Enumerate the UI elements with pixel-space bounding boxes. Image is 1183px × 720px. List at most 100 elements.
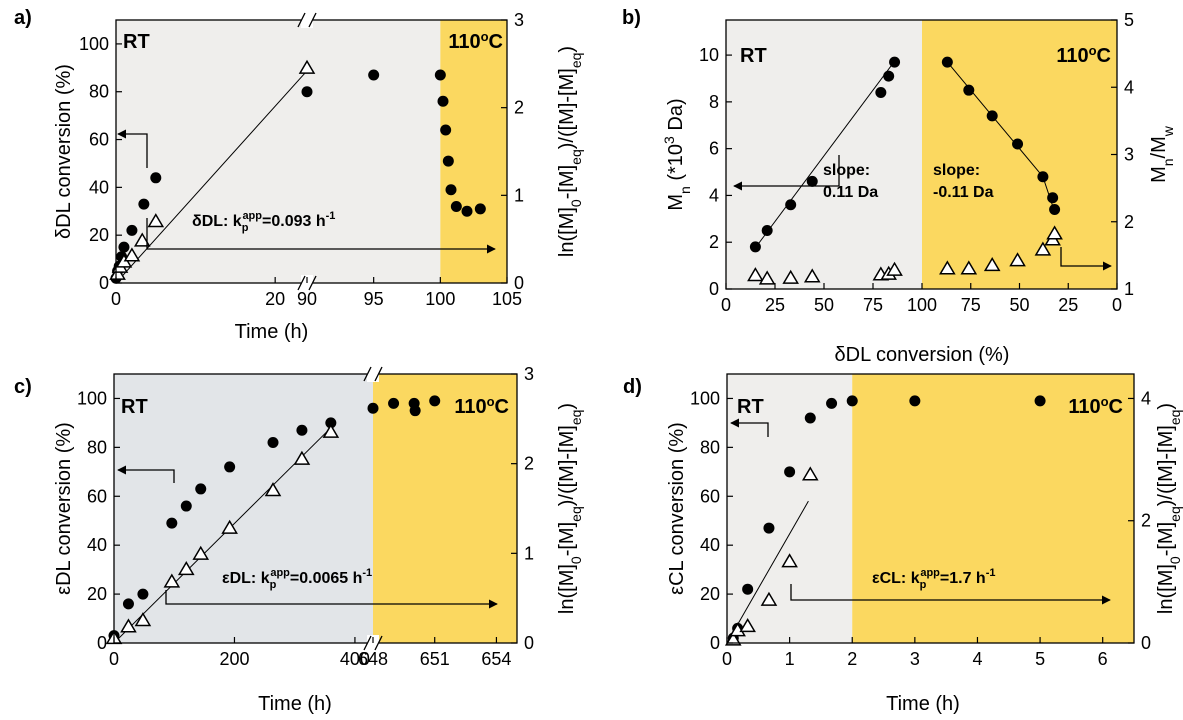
temperature-label: 110oC xyxy=(1068,394,1123,419)
data-point xyxy=(986,110,998,122)
y-tick-label: 100 xyxy=(690,388,720,408)
data-point xyxy=(123,247,141,262)
data-point xyxy=(826,397,838,409)
left-axis-arrow xyxy=(733,155,840,191)
y2-tick-label: 3 xyxy=(524,364,534,384)
y-tick-label: 100 xyxy=(77,388,107,408)
data-point xyxy=(782,269,799,284)
data-point xyxy=(889,56,901,68)
x-axis-label: δDL conversion (%) xyxy=(835,344,1010,366)
x-tick-label: 75 xyxy=(863,295,883,315)
data-point xyxy=(166,517,178,529)
data-point xyxy=(758,270,776,285)
y-axis-label: Mn (*103 Da) xyxy=(661,98,693,210)
data-point xyxy=(760,591,778,606)
data-point xyxy=(875,87,887,99)
data-point xyxy=(177,560,195,576)
y-tick-label: 6 xyxy=(709,139,719,159)
x-tick-label: 3 xyxy=(910,649,920,669)
y-tick-label: 40 xyxy=(700,535,720,555)
x-tick-label: 25 xyxy=(765,295,785,315)
data-point xyxy=(434,69,446,81)
data-point xyxy=(445,184,457,196)
high-temp-region xyxy=(373,374,517,643)
x-tick-label: 5 xyxy=(1035,649,1045,669)
y2-tick-label: 1 xyxy=(1124,279,1134,299)
data-point xyxy=(137,588,149,600)
y-tick-label: 60 xyxy=(89,130,109,150)
temperature-label: 110oC xyxy=(1056,43,1111,68)
x-tick-label: 2 xyxy=(847,649,857,669)
axis-break-mark xyxy=(374,635,383,651)
data-point xyxy=(742,583,754,595)
rt-label: RT xyxy=(740,45,767,67)
y-tick-label: 0 xyxy=(710,633,720,653)
data-point xyxy=(367,402,379,414)
data-point xyxy=(442,155,454,167)
data-point xyxy=(846,395,858,407)
data-point xyxy=(803,268,821,283)
x-tick-label: 105 xyxy=(492,289,522,309)
y-tick-label: 0 xyxy=(97,633,107,653)
right-axis-arrow xyxy=(790,584,1111,605)
y-tick-label: 2 xyxy=(709,232,719,252)
panel-label: d) xyxy=(623,376,642,398)
data-point xyxy=(1047,192,1059,204)
high-temp-region xyxy=(852,374,1134,643)
data-point xyxy=(909,395,921,407)
x-tick-label: 100 xyxy=(907,295,937,315)
x-tick-label: 100 xyxy=(425,289,455,309)
x-tick-label: 0 xyxy=(722,649,732,669)
y2-tick-label: 4 xyxy=(1141,388,1151,408)
data-point xyxy=(118,241,130,253)
data-point xyxy=(763,522,775,534)
data-point xyxy=(749,241,761,253)
x-tick-label: 651 xyxy=(420,649,450,669)
data-point xyxy=(195,483,207,495)
y-axis-label: εDL conversion (%) xyxy=(53,422,75,595)
data-point xyxy=(747,267,764,282)
panel-label: a) xyxy=(14,7,32,29)
axis-break-mark xyxy=(363,366,372,382)
data-point xyxy=(122,598,134,610)
data-point xyxy=(963,84,975,96)
left-axis-arrow xyxy=(117,129,148,168)
data-point xyxy=(133,232,151,247)
x-tick-label: 50 xyxy=(1009,295,1029,315)
data-point xyxy=(883,70,895,82)
data-point xyxy=(147,213,165,228)
data-point xyxy=(298,59,316,74)
y-tick-label: 8 xyxy=(709,92,719,112)
axis-break-gap xyxy=(301,12,313,28)
data-point xyxy=(801,466,819,481)
y-tick-label: 10 xyxy=(699,45,719,65)
axis-break-mark xyxy=(297,12,306,28)
data-point xyxy=(368,69,380,81)
rate-constant-label: εCL: kpapp=1.7 h-1 xyxy=(872,567,995,591)
plot-frame xyxy=(113,373,518,644)
x-tick-label: 6 xyxy=(1098,649,1108,669)
data-point xyxy=(886,261,903,276)
data-point xyxy=(150,172,162,184)
data-point xyxy=(429,395,441,407)
data-point xyxy=(806,175,818,187)
x-axis-label: Time (h) xyxy=(235,321,309,343)
rt-region xyxy=(116,20,441,283)
y2-tick-label: 0 xyxy=(1141,633,1151,653)
y-tick-label: 100 xyxy=(79,34,109,54)
x-tick-label: 400 xyxy=(340,649,370,669)
y-tick-label: 20 xyxy=(87,584,107,604)
x-tick-label: 648 xyxy=(358,649,388,669)
rt-region xyxy=(727,374,853,643)
data-point xyxy=(781,553,798,568)
data-point xyxy=(1034,395,1046,407)
y2-tick-label: 1 xyxy=(514,185,524,205)
data-point xyxy=(450,200,462,212)
y2-axis-label: ln([M]0-[M]eq)/([M]-[M]eq) xyxy=(556,403,584,614)
panel-label: c) xyxy=(14,376,32,398)
data-point xyxy=(1049,203,1061,215)
data-point xyxy=(784,466,796,478)
